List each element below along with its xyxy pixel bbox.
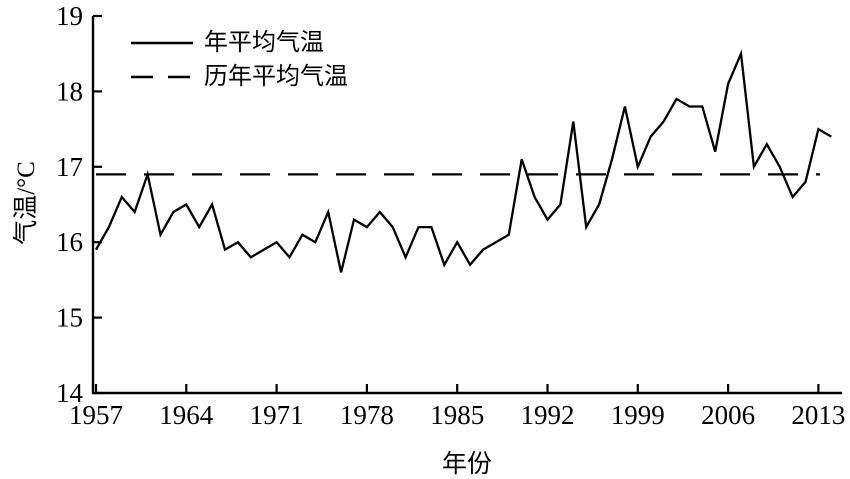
x-tick-label: 1999 <box>611 400 665 430</box>
x-tick-label: 1971 <box>250 400 304 430</box>
solid-line-icon <box>131 41 193 45</box>
x-tick-label: 1992 <box>521 400 575 430</box>
x-tick-label: 1964 <box>159 400 214 430</box>
y-tick-label: 14 <box>56 378 84 408</box>
y-tick-label: 16 <box>56 227 83 257</box>
x-tick-label: 2006 <box>701 400 755 430</box>
x-tick-label: 1978 <box>340 400 394 430</box>
x-tick-label: 2013 <box>791 400 845 430</box>
x-axis-title: 年份 <box>441 451 492 478</box>
legend-item-annual: 年平均气温 <box>130 27 348 59</box>
y-tick-label: 18 <box>56 76 83 106</box>
y-axis-title: 气温/°C <box>13 161 40 245</box>
x-tick-label: 1985 <box>430 400 484 430</box>
legend-item-historical: 历年平均气温 <box>130 61 348 93</box>
annual-temperature-line <box>95 49 832 273</box>
x-tick-label: 1957 <box>69 400 123 430</box>
y-tick-label: 15 <box>56 303 83 333</box>
y-tick-label: 17 <box>56 152 83 182</box>
legend: 年平均气温 历年平均气温 <box>130 27 348 93</box>
legend-label-historical: 历年平均气温 <box>204 64 348 90</box>
y-tick-label: 19 <box>56 1 83 31</box>
legend-label-annual: 年平均气温 <box>204 30 324 56</box>
dashed-line-icon <box>131 75 193 79</box>
